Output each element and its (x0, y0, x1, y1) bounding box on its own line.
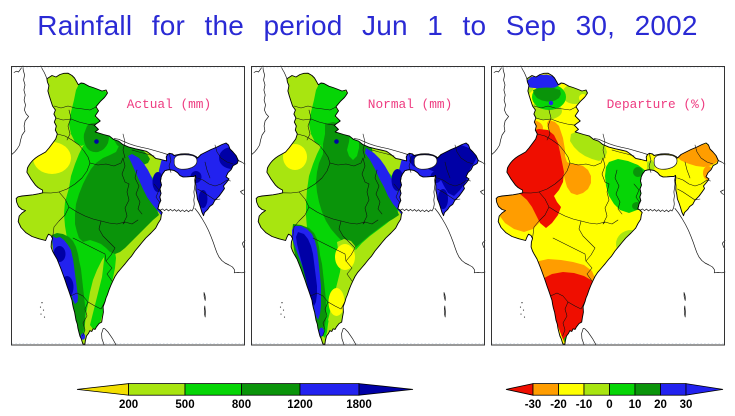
svg-text:1800: 1800 (346, 399, 372, 411)
svg-text:-30: -30 (525, 399, 542, 411)
svg-text:-10: -10 (576, 399, 593, 411)
svg-text:20: 20 (654, 399, 667, 411)
svg-text:200: 200 (119, 399, 138, 411)
svg-text:10: 10 (629, 399, 642, 411)
svg-text:-20: -20 (550, 399, 567, 411)
svg-text:1200: 1200 (287, 399, 313, 411)
svg-text:800: 800 (232, 399, 251, 411)
svg-text:500: 500 (175, 399, 194, 411)
svg-text:30: 30 (680, 399, 693, 411)
svg-text:0: 0 (606, 399, 612, 411)
